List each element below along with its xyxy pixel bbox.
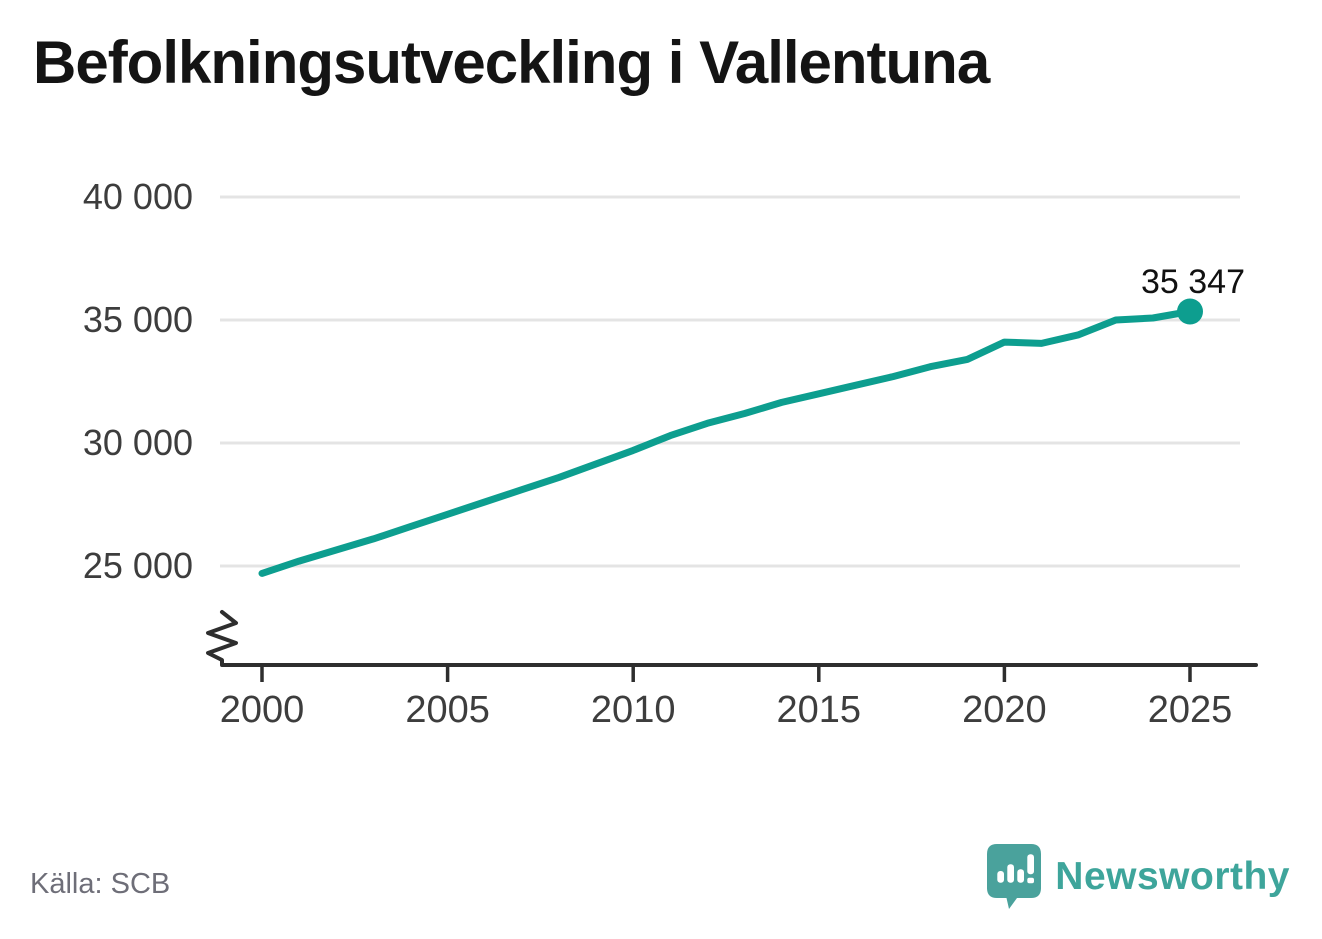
last-value-label: 35 347 [1141, 263, 1245, 301]
y-tick-label: 30 000 [83, 422, 193, 463]
logo-bar-3 [1017, 869, 1025, 883]
page-title: Befolkningsutveckling i Vallentuna [33, 29, 990, 96]
x-tick-label: 2000 [220, 689, 305, 731]
logo-bar-2 [1007, 864, 1015, 883]
y-tick-label: 35 000 [83, 299, 193, 340]
newsworthy-brand: Newsworthy [987, 844, 1290, 910]
x-tick-label: 2025 [1148, 689, 1233, 731]
x-tick-label: 2020 [962, 689, 1047, 731]
y-tick-label: 25 000 [83, 545, 193, 586]
x-axis-ticks [260, 665, 1192, 682]
y-axis-labels: 40 000 35 000 30 000 25 000 [83, 176, 193, 586]
last-value-dot [1177, 298, 1203, 325]
newsworthy-logo-icon [987, 844, 1042, 909]
x-axis-tick-labels: 2000 2005 2010 2015 2020 2025 [220, 689, 1233, 731]
x-axis-line-with-break [206, 610, 1258, 667]
source-note: Källa: SCB [30, 868, 171, 900]
x-tick-label: 2010 [591, 689, 676, 731]
logo-exclamation-dot [1027, 877, 1035, 884]
logo-exclamation-bar [1027, 854, 1035, 875]
x-tick-label: 2015 [777, 689, 862, 731]
y-tick-label: 40 000 [83, 176, 193, 217]
newsworthy-wordmark: Newsworthy [1055, 855, 1290, 898]
gridlines [220, 195, 1240, 568]
logo-bar-1 [997, 871, 1005, 883]
population-series-line [258, 308, 1194, 577]
x-tick-label: 2005 [405, 689, 490, 731]
